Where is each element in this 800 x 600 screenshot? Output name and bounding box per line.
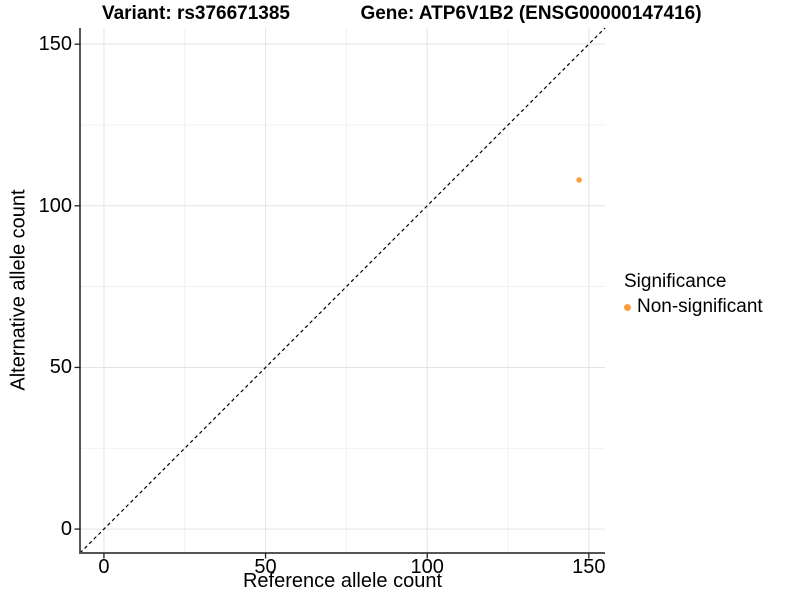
y-tick-label: 0 (60, 518, 72, 541)
legend-point-icon (624, 303, 631, 311)
x-tick-label: 50 (254, 556, 277, 578)
y-tick-label: 50 (49, 356, 72, 379)
x-tick-label: 0 (98, 556, 110, 578)
legend: Significance Non-significant (624, 271, 763, 318)
y-tick-label: 150 (38, 33, 72, 56)
legend-item-label: Non-significant (637, 296, 763, 317)
y-tick-label: 100 (38, 194, 72, 217)
legend-title: Significance (624, 271, 727, 292)
x-tick-label: 100 (410, 556, 444, 578)
x-axis-title: Reference allele count (242, 570, 442, 592)
data-point (576, 177, 582, 183)
plot-title-gene: Gene: ATP6V1B2 (ENSG00000147416) (360, 3, 702, 24)
identity-line (79, 27, 606, 554)
legend-item-non-significant: Non-significant (624, 296, 763, 318)
plot-title-variant: Variant: rs376671385 (101, 3, 291, 24)
x-tick-label: 150 (572, 556, 606, 578)
